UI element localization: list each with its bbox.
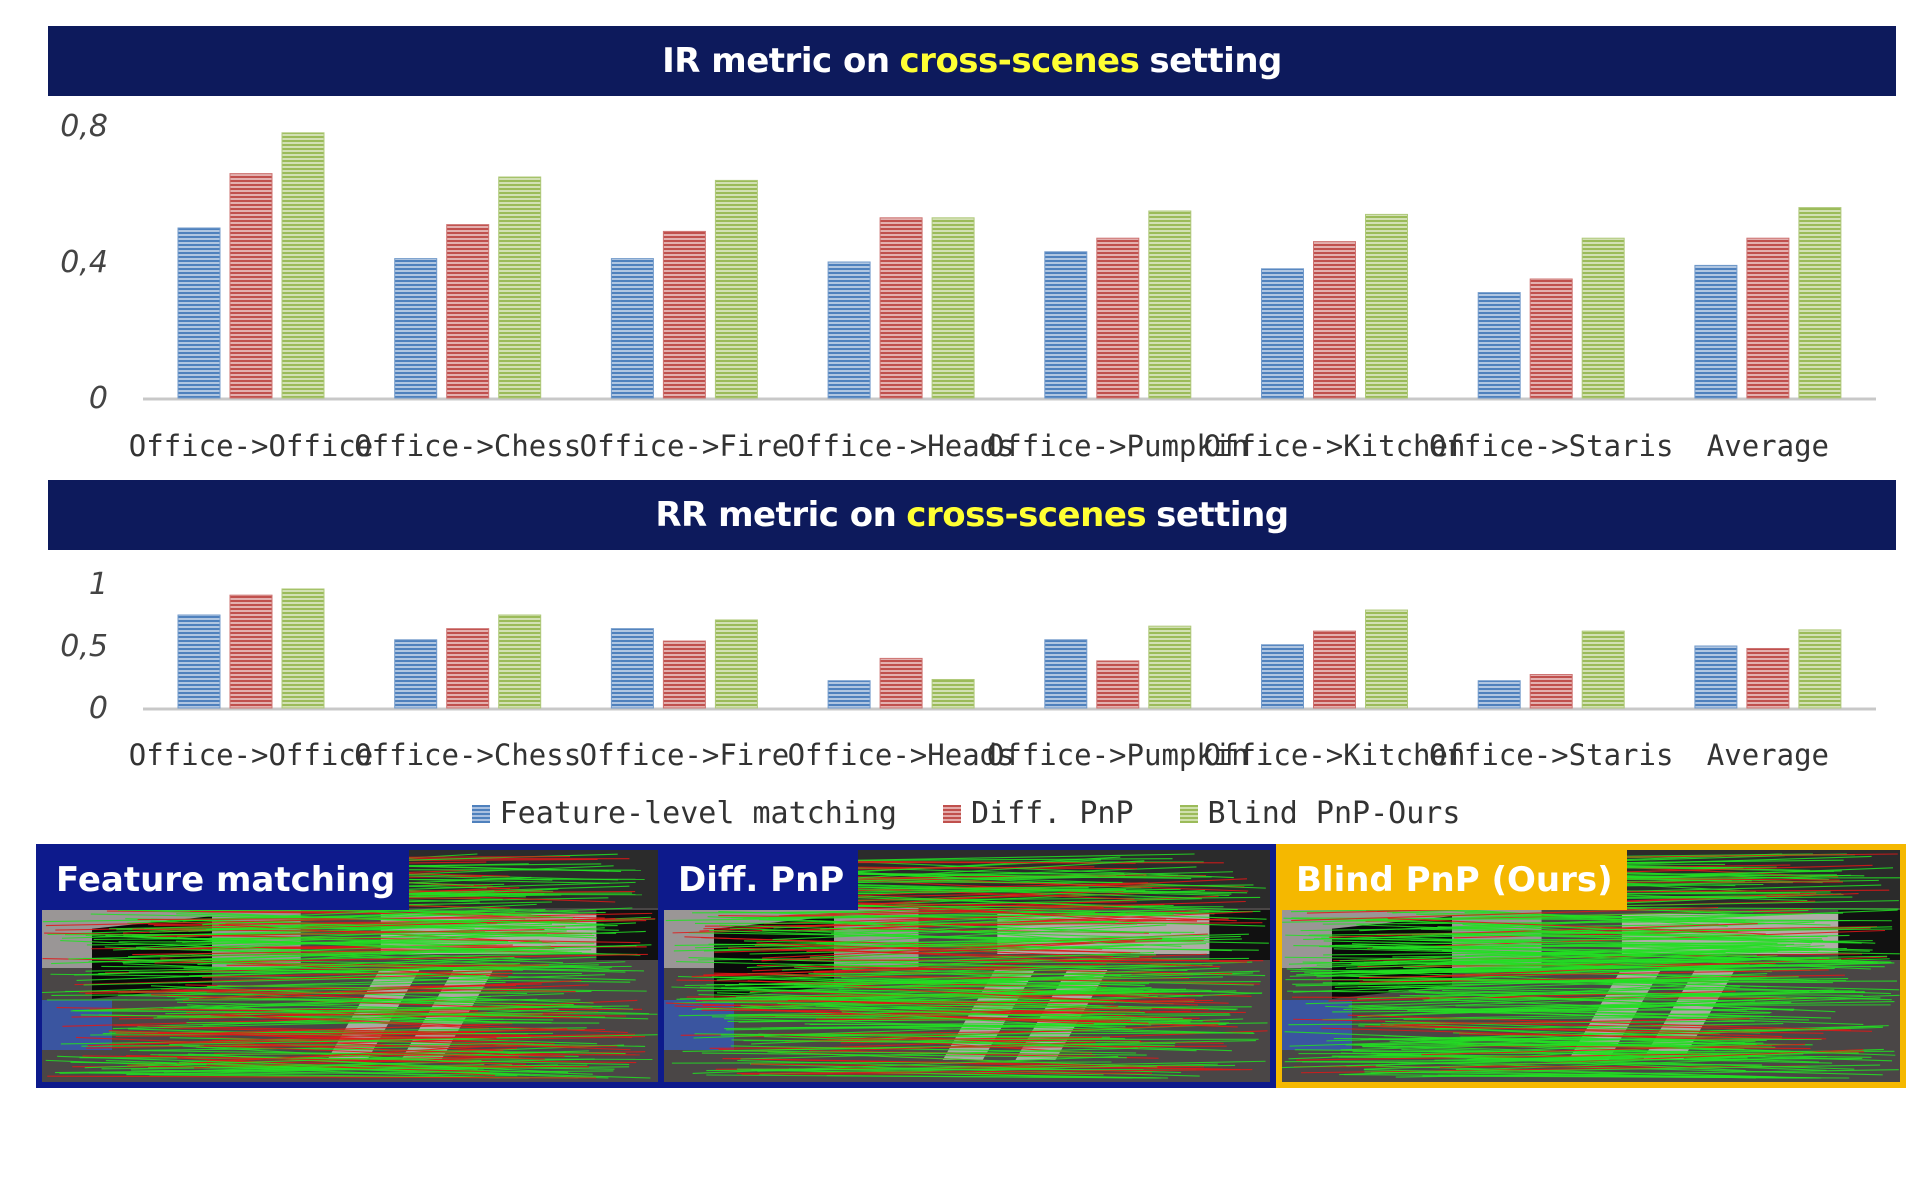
ir-bar (1148, 210, 1192, 399)
ir-ytick-label: 0,8 (60, 109, 108, 144)
ir-bar (1581, 237, 1625, 399)
feature-matching-panel: Feature matching (36, 844, 664, 1088)
legend-label-feature: Feature-level matching (499, 796, 897, 831)
ir-category-label: Office->Fire (580, 429, 790, 463)
rr-title-part-1: RR metric on (655, 495, 897, 535)
rr-category-label: Office->Office (129, 738, 373, 772)
ir-category-label: Office->Office (129, 429, 373, 463)
blind-pnp-image (1282, 850, 1900, 1082)
rr-bar (1746, 647, 1790, 709)
ir-bar (1529, 278, 1573, 399)
rr-ytick-label: 0,5 (60, 629, 108, 664)
ir-bar (1746, 237, 1790, 399)
rr-bar (1044, 639, 1088, 709)
rr-bar (498, 614, 542, 709)
ir-title-part-3: setting (1149, 41, 1282, 81)
rr-bar (1798, 629, 1842, 709)
legend-swatch-feature (471, 804, 490, 823)
rr-title-part-3: setting (1156, 495, 1289, 535)
legend-item-feature: Feature-level matching (471, 796, 897, 831)
ir-bar (498, 176, 542, 399)
ir-bar (827, 261, 871, 399)
rr-bar (827, 680, 871, 709)
ir-bar (1261, 268, 1304, 399)
rr-bar (1477, 680, 1521, 709)
rr-bar (714, 619, 758, 709)
ir-bar (931, 217, 975, 399)
rr-bar (610, 628, 654, 709)
ir-bar (1694, 264, 1738, 399)
legend-swatch-diffpnp (942, 804, 961, 823)
legend-swatch-blindpnp (1179, 804, 1198, 823)
legend: Feature-level matching Diff. PnP Blind P… (0, 796, 1932, 831)
ir-bar (610, 258, 654, 399)
ir-category-label: Average (1707, 429, 1829, 463)
rr-bar-chart: 00,51Office->OfficeOffice->ChessOffice->… (60, 567, 1876, 772)
rr-bar (1261, 644, 1304, 709)
rr-bar (931, 678, 975, 709)
ir-bar (1365, 213, 1408, 399)
rr-bar (1148, 625, 1192, 709)
rr-ytick-label: 0 (89, 691, 108, 726)
ir-category-label: Office->Chess (354, 429, 581, 463)
legend-item-blindpnp: Blind PnP-Ours (1179, 796, 1461, 831)
ir-title-part-1: IR metric on (662, 41, 890, 81)
feature-matching-label: Feature matching (42, 850, 410, 910)
ir-category-label: Office->Heads (788, 429, 1015, 463)
ir-category-label: Office->Kitchen (1204, 429, 1466, 463)
rr-bar (1581, 630, 1625, 709)
ir-bar (714, 179, 758, 399)
rr-bar (1694, 645, 1738, 709)
ir-bar (1096, 237, 1140, 399)
ir-bar (446, 224, 490, 399)
legend-label-diffpnp: Diff. PnP (970, 796, 1134, 831)
rr-title-highlight: cross-scenes (906, 495, 1147, 535)
rr-bar (1529, 674, 1573, 709)
ir-bar (281, 132, 325, 399)
rr-category-label: Office->Pumpkin (987, 738, 1249, 772)
ir-bar (1044, 251, 1088, 399)
rr-category-label: Office->Staris (1429, 738, 1673, 772)
ir-chart-title: IR metric on cross-scenes setting (48, 26, 1896, 96)
ir-bar (394, 258, 438, 399)
rr-bar (394, 639, 438, 709)
rr-category-label: Average (1707, 738, 1829, 772)
blind-pnp-panel: Blind PnP (Ours) (1276, 844, 1906, 1088)
rr-bar (177, 614, 221, 709)
ir-ytick-label: 0,4 (60, 245, 108, 280)
ir-category-label: Office->Pumpkin (987, 429, 1249, 463)
rr-chart-title: RR metric on cross-scenes setting (48, 480, 1896, 550)
rr-bar (1365, 609, 1408, 709)
rr-category-label: Office->Heads (788, 738, 1015, 772)
legend-item-diffpnp: Diff. PnP (942, 796, 1134, 831)
ir-bar (1477, 292, 1521, 399)
rr-category-label: Office->Kitchen (1204, 738, 1466, 772)
rr-bar (281, 588, 325, 709)
ir-bar (229, 173, 273, 399)
ir-category-label: Office->Staris (1429, 429, 1673, 463)
rr-bar (446, 628, 490, 709)
rr-category-label: Office->Chess (354, 738, 581, 772)
rr-bar (1313, 630, 1356, 709)
rr-bar (1096, 660, 1140, 709)
rr-bar (662, 640, 706, 709)
diff-pnp-label: Diff. PnP (664, 850, 859, 910)
ir-bar (662, 230, 706, 399)
legend-label-blindpnp: Blind PnP-Ours (1207, 796, 1461, 831)
ir-bar (1313, 241, 1356, 399)
diff-pnp-panel: Diff. PnP (664, 844, 1276, 1088)
rr-bar (879, 657, 923, 709)
ir-bar (1798, 207, 1842, 399)
rr-ytick-label: 1 (89, 567, 108, 602)
rr-category-label: Office->Fire (580, 738, 790, 772)
blind-pnp-label: Blind PnP (Ours) (1282, 850, 1627, 910)
ir-bar (177, 227, 221, 399)
ir-bar-chart: 00,40,8Office->OfficeOffice->ChessOffice… (60, 109, 1876, 463)
ir-ytick-label: 0 (89, 381, 108, 416)
rr-bar (229, 594, 273, 709)
ir-bar (879, 217, 923, 399)
ir-title-highlight: cross-scenes (899, 41, 1140, 81)
